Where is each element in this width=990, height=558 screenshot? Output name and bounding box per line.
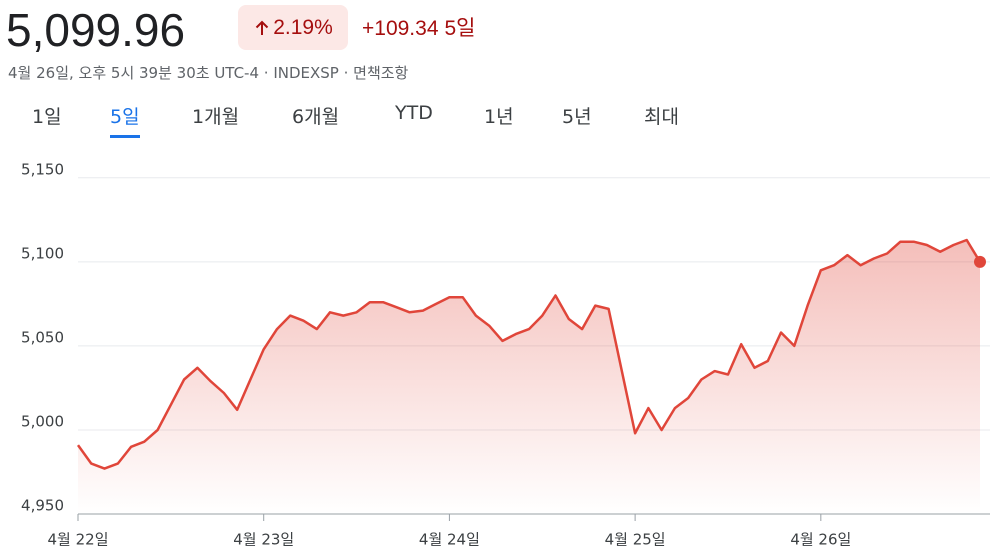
y-tick-label: 5,100	[21, 244, 64, 262]
x-tick-label: 4월 25일	[605, 531, 666, 549]
x-tick-label: 4월 23일	[233, 531, 294, 549]
x-tick-label: 4월 22일	[48, 531, 109, 549]
range-tab[interactable]: 5일	[110, 102, 140, 138]
up-arrow	[256, 20, 269, 35]
change-percent: 2.19%	[273, 15, 333, 39]
range-tab[interactable]: 최대	[644, 106, 679, 128]
price: 5,099.96	[6, 4, 186, 56]
price-line	[76, 238, 982, 470]
range-tab[interactable]: 6개월	[292, 106, 340, 128]
range-tab[interactable]: 1일	[32, 106, 62, 128]
range-tab[interactable]: 1개월	[192, 106, 240, 128]
period: 5일	[444, 17, 476, 40]
range-tab[interactable]: YTD	[395, 102, 433, 124]
y-tick-label: 5,150	[21, 160, 64, 178]
range-tab[interactable]: 5년	[562, 106, 592, 128]
change-value: +109.34	[362, 17, 439, 40]
x-tick-label: 4월 24일	[419, 531, 480, 549]
last-point	[974, 255, 986, 268]
range-tab[interactable]: 1년	[484, 106, 514, 128]
y-tick-label: 5,050	[21, 328, 64, 346]
timestamp: 4월 26일, 오후 5시 39분 30초 UTC-4 · INDEXSP · …	[8, 64, 409, 82]
y-tick-label: 5,000	[21, 412, 64, 430]
change: +109.34 5일	[362, 12, 476, 42]
area	[78, 240, 980, 514]
x-tick-label: 4월 26일	[790, 531, 851, 549]
y-tick-label: 4,950	[21, 497, 64, 515]
change-badge: 2.19%	[238, 5, 348, 50]
